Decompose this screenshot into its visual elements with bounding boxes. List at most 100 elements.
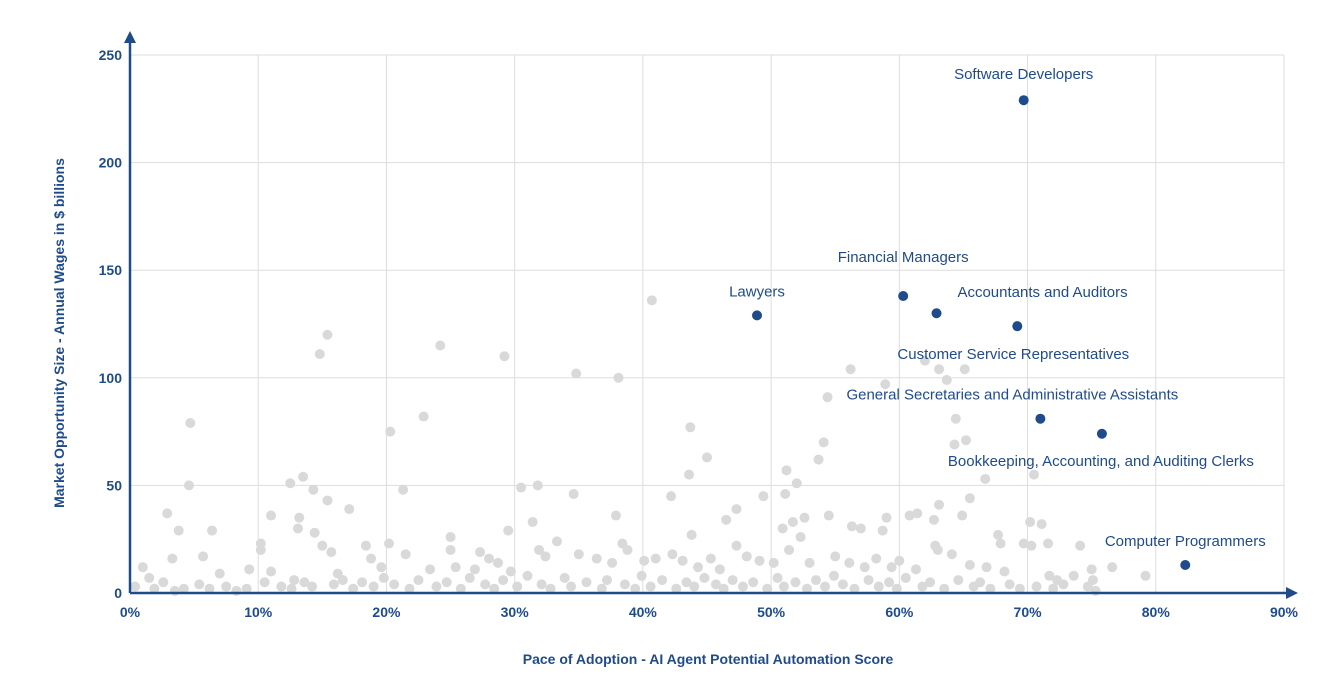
background-point — [185, 417, 196, 428]
background-point — [289, 575, 300, 586]
background-point — [863, 575, 874, 586]
background-point — [376, 562, 387, 573]
background-point — [610, 510, 621, 521]
background-point — [1014, 583, 1025, 594]
background-point — [685, 422, 696, 433]
background-point — [639, 555, 650, 566]
background-point — [705, 553, 716, 564]
background-point — [781, 465, 792, 476]
background-point — [357, 577, 368, 588]
background-point — [441, 577, 452, 588]
background-point — [368, 581, 379, 592]
background-point — [950, 413, 961, 424]
background-point — [404, 583, 415, 594]
background-point — [130, 581, 141, 592]
point-label: Computer Programmers — [1105, 533, 1266, 550]
background-point — [699, 572, 710, 583]
y-axis-arrow — [124, 31, 136, 43]
background-point — [787, 516, 798, 527]
background-point — [959, 364, 970, 375]
y-tick-label: 0 — [114, 585, 122, 601]
background-point — [964, 493, 975, 504]
highlighted-point — [898, 291, 909, 302]
background-point — [413, 575, 424, 586]
background-point — [596, 583, 607, 594]
x-tick-label: 50% — [757, 604, 786, 620]
x-tick-label: 60% — [885, 604, 914, 620]
background-point — [276, 581, 287, 592]
x-tick-label: 30% — [501, 604, 530, 620]
x-tick-label: 0% — [120, 604, 141, 620]
background-point — [934, 499, 945, 510]
background-point — [255, 544, 266, 555]
background-point — [985, 583, 996, 594]
background-point — [693, 562, 704, 573]
background-point — [266, 566, 277, 577]
background-point — [980, 473, 991, 484]
background-point — [492, 557, 503, 568]
background-point — [169, 585, 180, 596]
background-point — [684, 469, 695, 480]
background-point — [823, 510, 834, 521]
background-point — [1048, 583, 1059, 594]
background-point — [822, 392, 833, 403]
y-tick-label: 200 — [99, 155, 123, 171]
y-axis-title: Market Opportunity Size - Annual Wages i… — [51, 158, 67, 508]
background-point — [540, 551, 551, 562]
background-point — [545, 583, 556, 594]
background-point — [859, 562, 870, 573]
y-tick-label: 100 — [99, 370, 123, 386]
background-point — [385, 426, 396, 437]
background-point — [777, 523, 788, 534]
x-tick-label: 70% — [1014, 604, 1043, 620]
background-point — [993, 529, 1004, 540]
background-point — [873, 581, 884, 592]
background-point — [855, 523, 866, 534]
background-point — [667, 549, 678, 560]
background-point — [1086, 564, 1097, 575]
point-label: Lawyers — [729, 283, 785, 300]
background-point — [919, 355, 930, 366]
background-point — [601, 575, 612, 586]
background-point — [718, 583, 729, 594]
background-point — [231, 585, 242, 596]
x-tick-label: 10% — [244, 604, 273, 620]
background-point — [299, 577, 310, 588]
background-point — [748, 577, 759, 588]
highlighted-point — [1096, 428, 1107, 439]
background-point — [681, 577, 692, 588]
background-point — [846, 521, 857, 532]
background-point — [1107, 562, 1118, 573]
background-point — [961, 435, 972, 446]
background-point — [928, 514, 939, 525]
y-tick-labels: 0 50 100 150 200 250 — [99, 47, 123, 601]
background-point — [503, 525, 514, 536]
background-point — [1026, 540, 1037, 551]
background-point — [891, 583, 902, 594]
background-point — [322, 495, 333, 506]
background-point — [799, 512, 810, 523]
background-point — [204, 583, 215, 594]
background-points — [130, 295, 1151, 596]
background-point — [845, 364, 856, 375]
background-point — [475, 547, 486, 558]
background-point — [741, 551, 752, 562]
background-point — [772, 572, 783, 583]
background-point — [322, 329, 333, 340]
background-point — [934, 364, 945, 375]
background-point — [455, 583, 466, 594]
background-point — [551, 536, 562, 547]
background-point — [314, 349, 325, 360]
background-point — [194, 579, 205, 590]
background-point — [149, 583, 160, 594]
background-point — [830, 551, 841, 562]
background-point — [162, 508, 173, 519]
x-tick-label: 80% — [1142, 604, 1171, 620]
background-point — [400, 549, 411, 560]
background-point — [795, 532, 806, 543]
highlighted-points: Software Developers Financial Managers Acc… — [729, 66, 1266, 571]
background-point — [925, 577, 936, 588]
background-point — [619, 579, 630, 590]
background-point — [1090, 585, 1101, 596]
x-axis-arrow — [1286, 587, 1298, 599]
